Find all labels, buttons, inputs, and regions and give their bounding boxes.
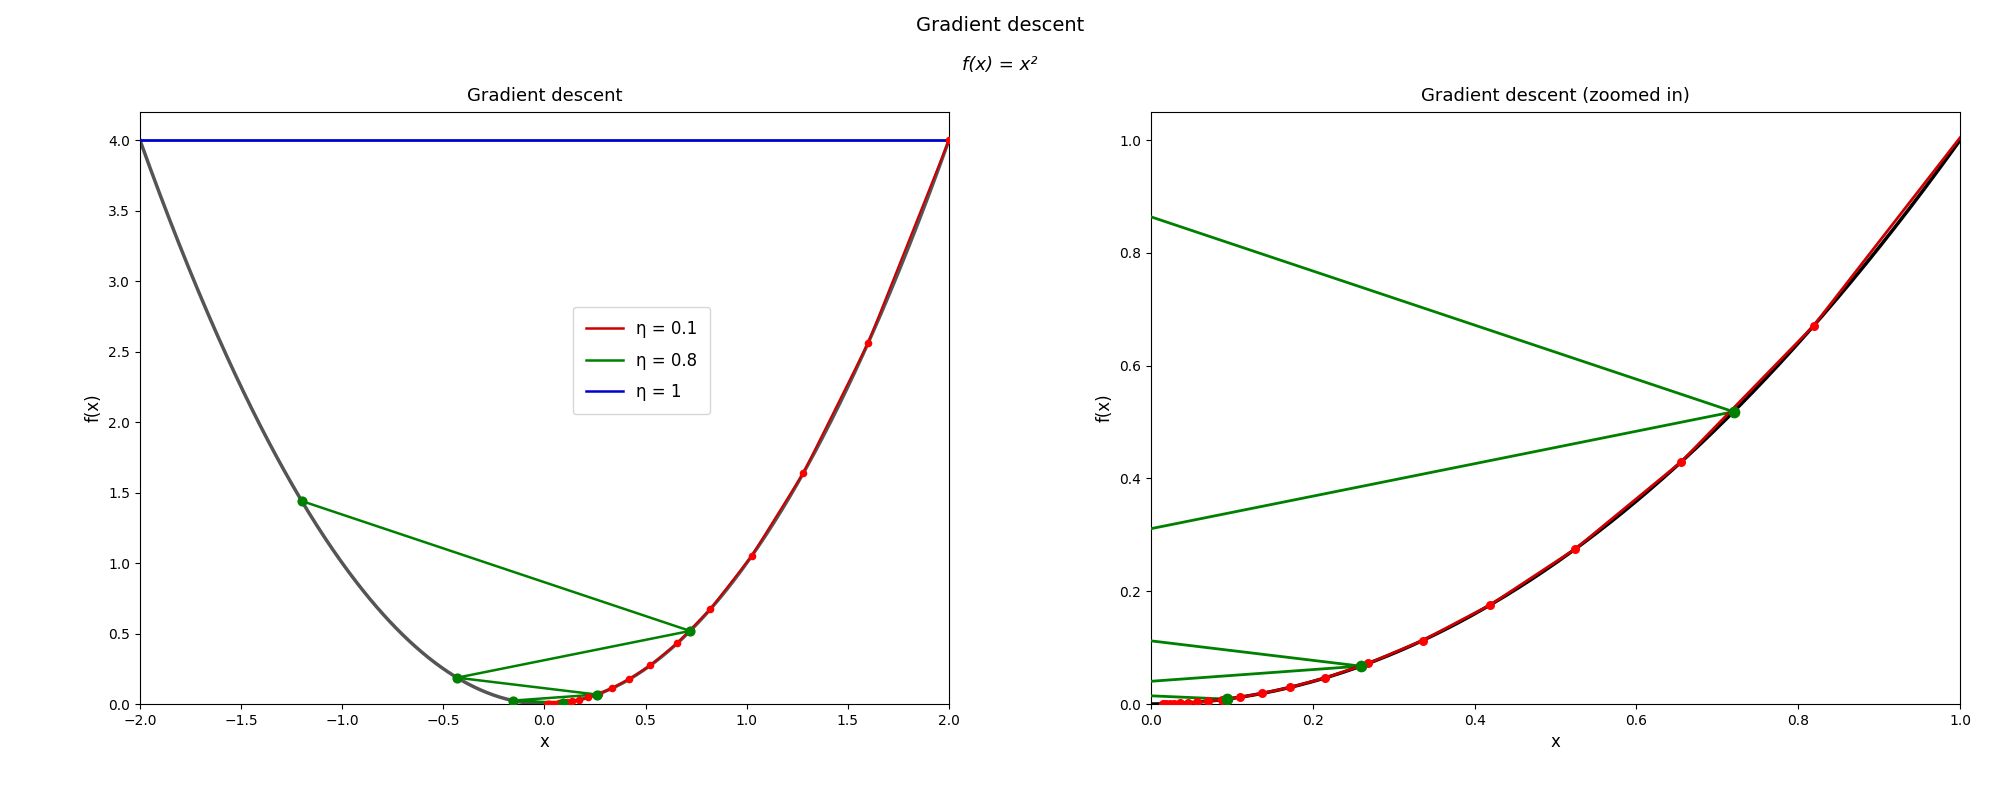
Point [572,691,604,704]
Point [1406,634,1438,647]
Point [536,698,568,710]
Point [1344,660,1376,673]
Point [1206,694,1238,706]
Y-axis label: f(x): f(x) [84,394,102,422]
Point [788,466,820,479]
Point [532,698,564,710]
Point [496,694,528,707]
Title: Gradient descent (zoomed in): Gradient descent (zoomed in) [1422,87,1690,105]
Point [580,688,612,701]
Point [596,682,628,694]
Point [538,698,570,710]
Point [1158,697,1190,710]
Point [1164,697,1196,710]
Point [1150,698,1182,710]
Point [736,550,768,562]
Point [1180,696,1212,709]
Point [532,698,564,710]
Point [1964,106,1996,119]
Point [634,659,666,672]
Point [660,637,692,650]
Point [534,698,566,710]
Point [1172,697,1204,710]
Point [1148,698,1180,710]
Point [546,697,578,710]
Point [540,697,572,710]
Point [694,603,726,616]
Point [1798,319,1830,332]
Point [1274,681,1306,694]
Title: Gradient descent: Gradient descent [466,87,622,105]
Point [548,696,580,709]
Point [1352,657,1384,670]
X-axis label: x: x [1550,734,1560,751]
Point [1474,598,1506,611]
Point [1154,698,1186,710]
Text: Gradient descent: Gradient descent [916,16,1084,35]
Point [1246,687,1278,700]
Point [852,337,884,350]
Point [582,687,614,700]
Point [556,695,588,708]
Point [1210,693,1242,706]
Point [442,671,474,684]
Point [1560,542,1592,555]
Point [674,625,706,638]
Point [932,134,964,146]
Point [550,696,582,709]
Point [614,673,646,686]
Text: f(x) = x²: f(x) = x² [962,56,1038,74]
Point [286,494,318,507]
Point [1666,455,1698,468]
Y-axis label: f(x): f(x) [1096,394,1114,422]
Point [1192,695,1224,708]
Point [534,698,566,710]
X-axis label: x: x [540,734,550,751]
Point [1224,690,1256,703]
Point [1308,671,1340,684]
Point [564,694,596,706]
Legend: η = 0.1, η = 0.8, η = 1: η = 0.1, η = 0.8, η = 1 [572,307,710,414]
Point [542,697,574,710]
Point [1718,406,1750,418]
